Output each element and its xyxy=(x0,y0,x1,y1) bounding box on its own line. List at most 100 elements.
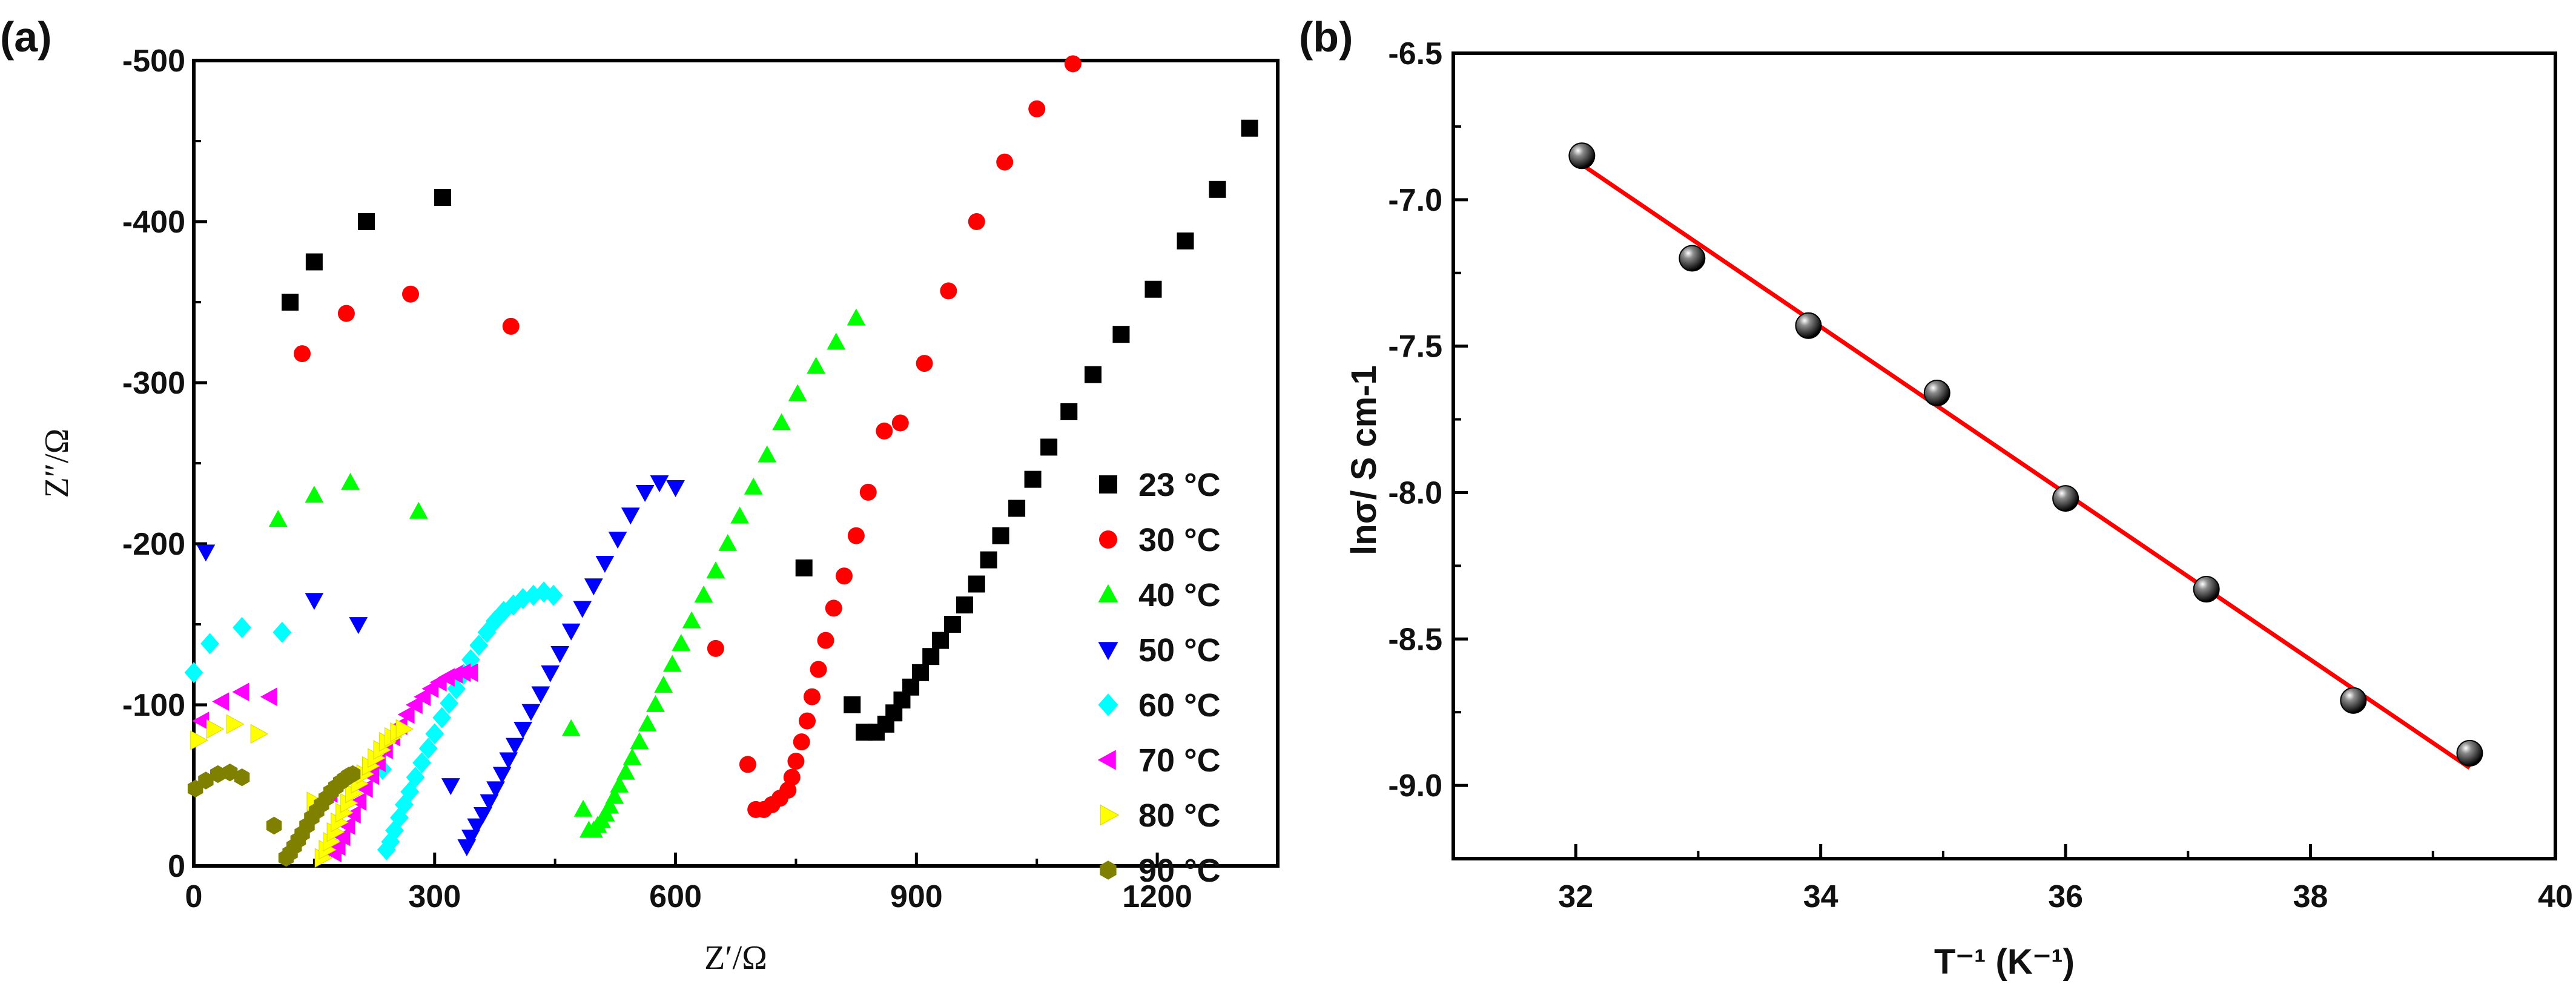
panel-b-fit xyxy=(1580,162,2471,770)
x-tick-label: 34 xyxy=(1803,879,1838,914)
data-point xyxy=(418,738,438,759)
panel-b-x-axis-title: T⁻¹ (K⁻¹) xyxy=(1934,942,2075,982)
data-point xyxy=(338,816,355,835)
data-point xyxy=(859,483,877,501)
data-point xyxy=(305,253,323,271)
data-point xyxy=(706,561,725,579)
x-tick-label: 32 xyxy=(1558,879,1593,914)
data-point xyxy=(847,308,866,326)
data-point xyxy=(968,213,985,230)
data-point xyxy=(793,733,810,751)
data-point xyxy=(541,665,560,682)
panel-a-tick-labels: 0 300 600 900 1200 0 -100 -200 -300 -400 -500 xyxy=(122,44,1192,914)
data-point xyxy=(234,768,250,787)
data-point xyxy=(1241,119,1258,137)
data-point xyxy=(550,645,570,663)
data-point xyxy=(473,807,492,824)
data-point xyxy=(305,486,324,503)
data-point xyxy=(779,781,797,799)
y-tick-label: -7.0 xyxy=(1388,183,1442,218)
panel-a-frame xyxy=(192,59,1280,868)
fit-line xyxy=(1580,162,2471,770)
data-point xyxy=(827,332,846,350)
data-point xyxy=(1064,55,1082,73)
y-tick-label: 0 xyxy=(168,849,185,884)
data-point xyxy=(467,818,486,836)
data-point xyxy=(662,655,682,672)
data-point xyxy=(836,567,853,585)
panel-a-points xyxy=(184,55,1258,868)
data-point xyxy=(980,551,997,569)
y-tick-label: -100 xyxy=(122,688,185,723)
panel-b-chart: (b) 32 34 36 38 40 -9.0 -8.5 -8.0 -7.5 -7.0 -6.5 T… xyxy=(1299,13,2573,982)
panel-a-ticks xyxy=(192,59,1159,868)
series-0 xyxy=(282,119,1258,741)
data-point xyxy=(531,686,550,704)
data-point xyxy=(432,707,452,728)
x-tick-label: 36 xyxy=(2048,879,2083,914)
data-point xyxy=(891,414,909,432)
panel-a-x-axis-title: Z′/Ω xyxy=(704,939,767,977)
data-point xyxy=(294,345,311,363)
data-point xyxy=(1795,312,1822,339)
legend-label: 80 °C xyxy=(1138,797,1221,834)
data-point xyxy=(654,675,673,693)
legend-marker xyxy=(1098,642,1118,661)
panel-a-y-axis-title: Z″/Ω xyxy=(38,429,76,498)
data-point xyxy=(1209,180,1226,198)
legend-label: 30 °C xyxy=(1138,522,1221,558)
data-point xyxy=(600,796,619,814)
data-point xyxy=(2340,687,2367,714)
y-tick-label: -8.0 xyxy=(1388,475,1442,510)
data-point xyxy=(992,527,1009,544)
data-point xyxy=(911,664,929,681)
x-tick-label: 1200 xyxy=(1122,879,1192,914)
data-point xyxy=(799,712,816,730)
data-point xyxy=(787,753,805,770)
data-point xyxy=(573,601,592,618)
legend-marker xyxy=(1100,804,1120,826)
panel-b-tick-labels: 32 34 36 38 40 -9.0 -8.5 -8.0 -7.5 -7.0 -6.5 xyxy=(1388,36,2573,914)
x-tick-label: 38 xyxy=(2293,879,2328,914)
data-point xyxy=(730,506,750,524)
data-point xyxy=(650,475,669,493)
data-point xyxy=(810,661,827,678)
data-point xyxy=(1923,380,1950,407)
data-point xyxy=(184,662,203,684)
legend-label: 60 °C xyxy=(1138,687,1221,724)
data-point xyxy=(902,678,920,696)
data-point xyxy=(1028,100,1046,117)
y-tick-label: -300 xyxy=(122,366,185,401)
panel-a-chart: (a) 0 300 600 900 12000-100-200-300-400-500 … xyxy=(0,13,1280,977)
x-tick-label: 300 xyxy=(408,879,461,914)
data-point xyxy=(1024,470,1042,488)
data-point xyxy=(266,816,282,835)
data-point xyxy=(397,705,415,724)
legend-marker xyxy=(1098,693,1118,716)
data-point xyxy=(425,723,444,745)
data-point xyxy=(825,599,842,617)
series-7 xyxy=(187,764,361,867)
legend-marker xyxy=(1100,860,1117,880)
data-point xyxy=(817,632,834,649)
data-point xyxy=(190,730,208,750)
data-point xyxy=(718,533,738,551)
data-point xyxy=(337,305,355,322)
data-point xyxy=(333,827,351,847)
series-1 xyxy=(294,55,1082,818)
y-tick-label: -200 xyxy=(122,527,185,562)
data-point xyxy=(260,687,277,707)
data-point xyxy=(196,544,216,562)
data-point xyxy=(521,704,541,721)
data-point xyxy=(758,445,777,463)
data-point xyxy=(1008,500,1026,517)
data-point xyxy=(355,779,373,798)
legend-label: 70 °C xyxy=(1138,742,1221,779)
data-point xyxy=(807,357,825,374)
data-point xyxy=(672,633,691,651)
data-point xyxy=(968,575,985,593)
panel-b-points xyxy=(1568,142,2483,767)
data-point xyxy=(795,559,813,576)
data-point xyxy=(2456,739,2483,767)
data-point xyxy=(1085,366,1102,383)
